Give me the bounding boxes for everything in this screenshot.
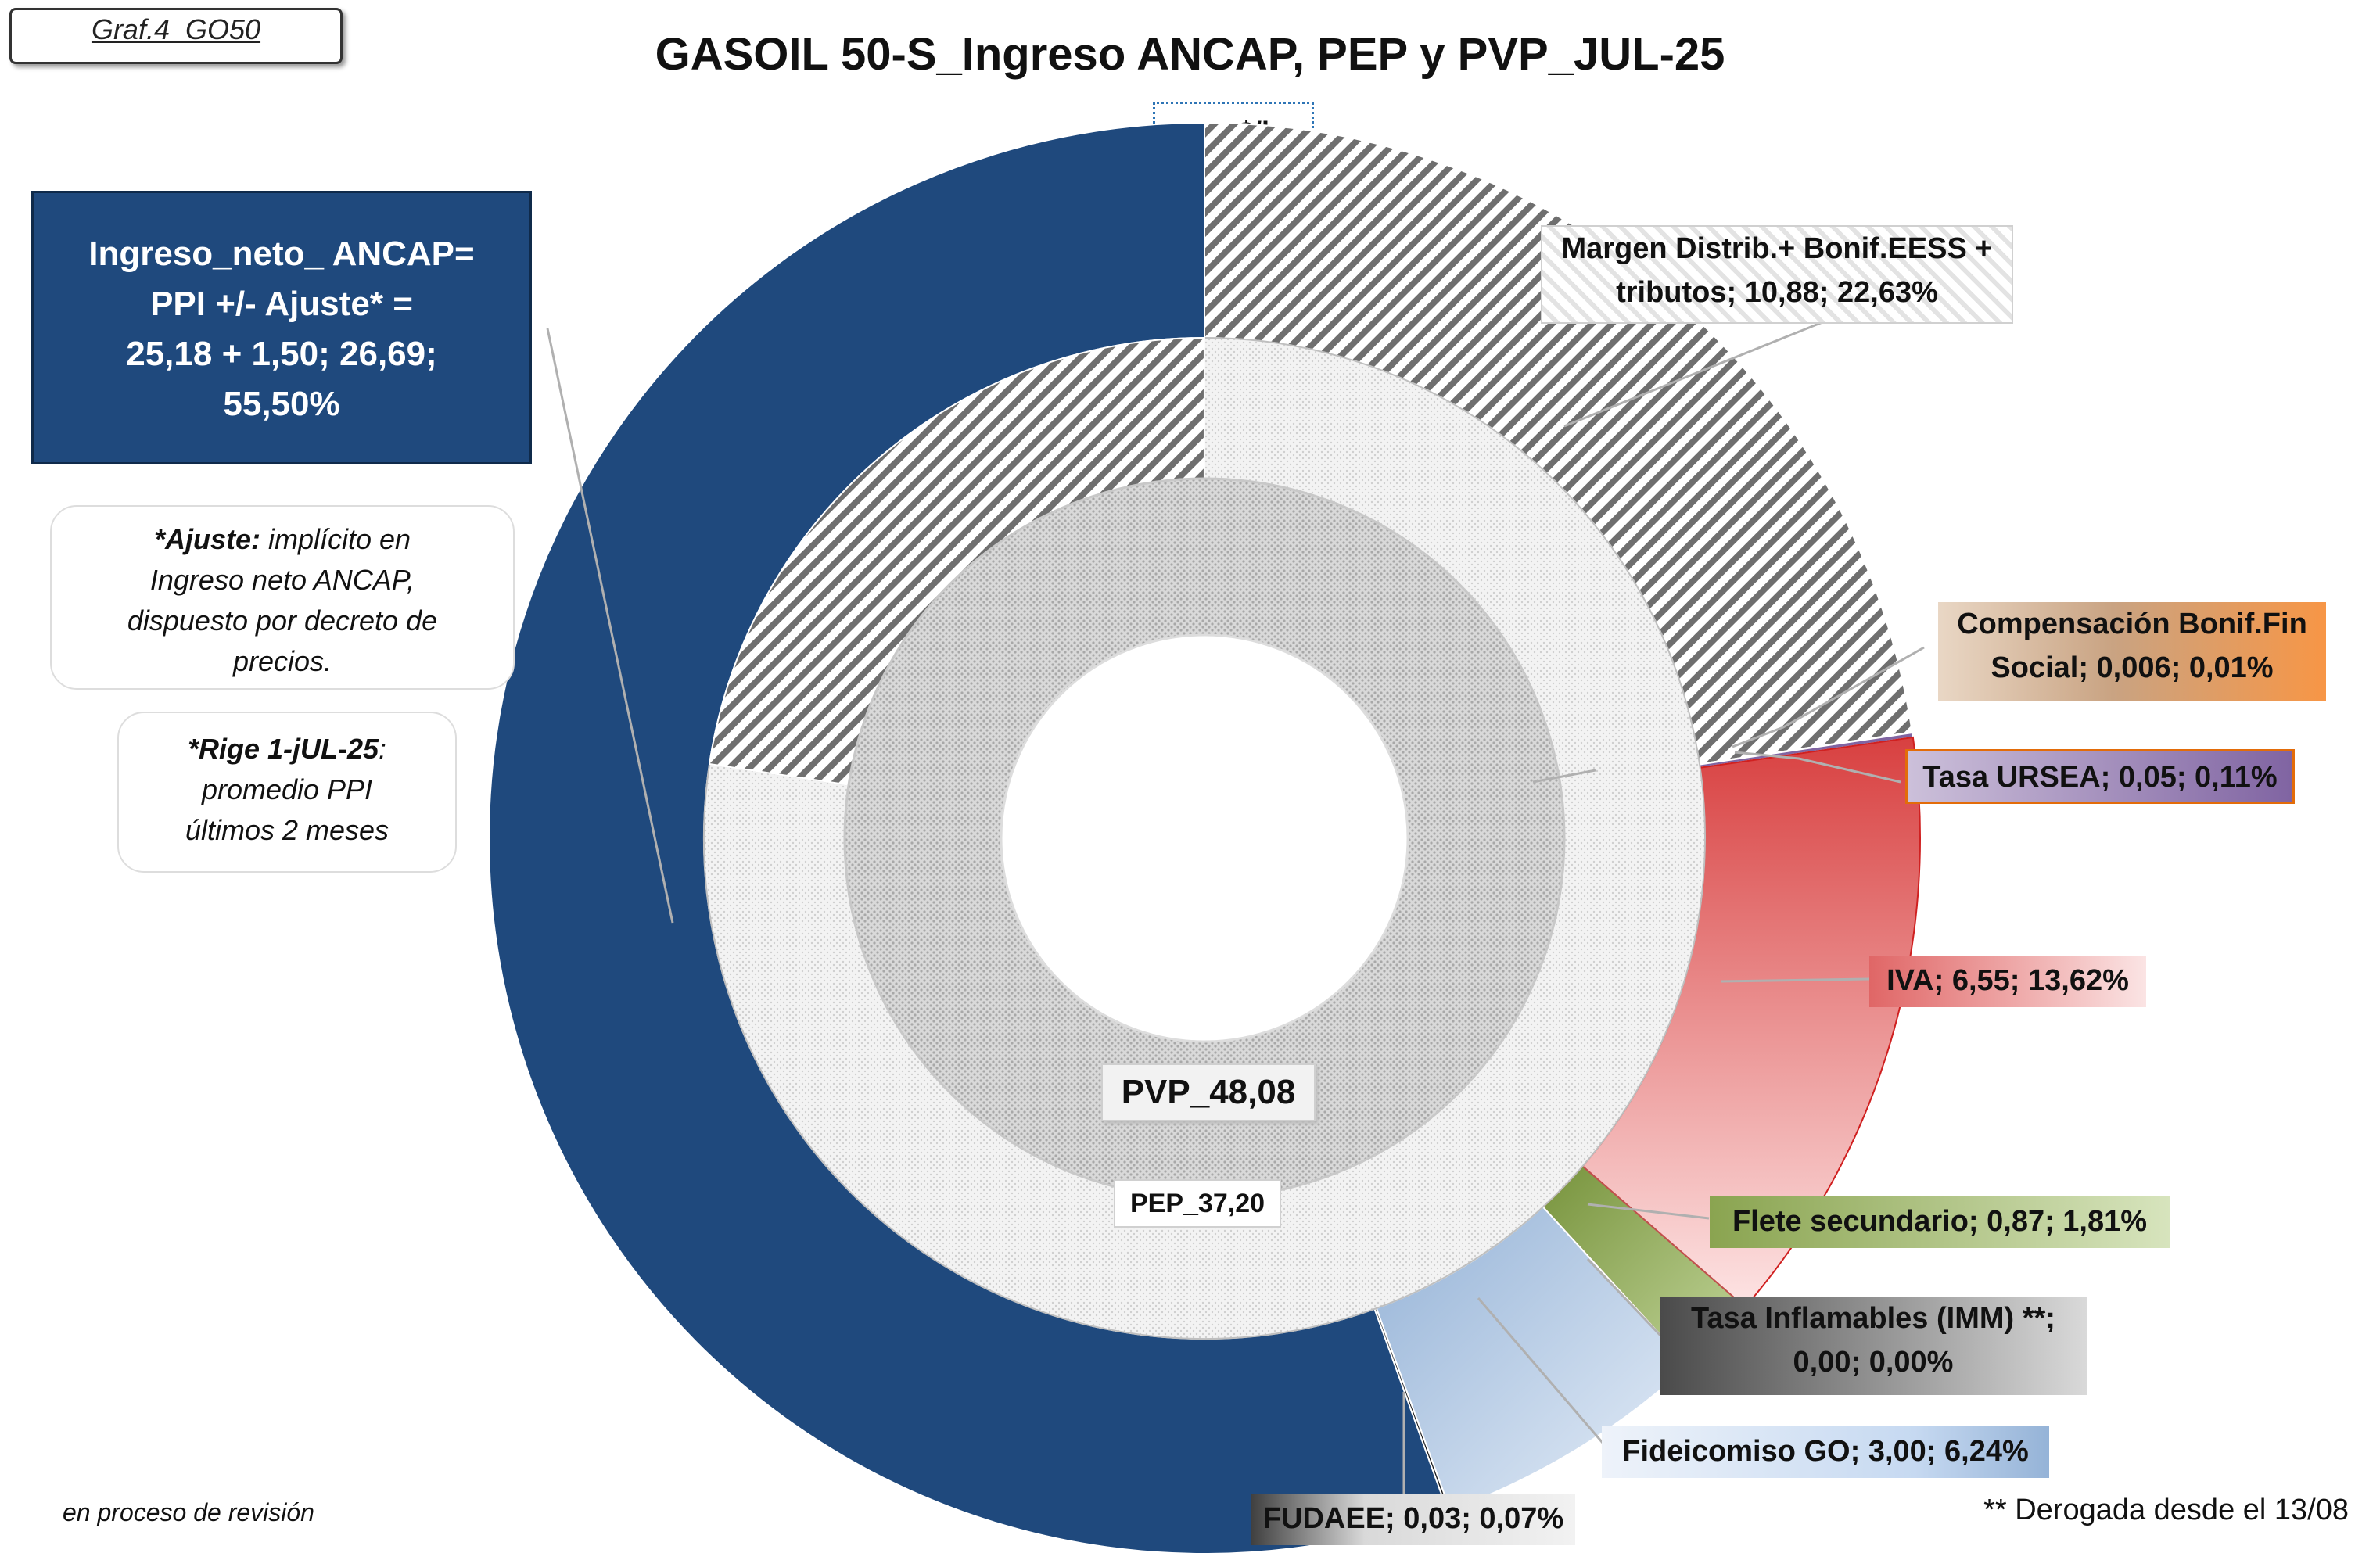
ancap-line3: 25,18 + 1,50; 26,69; [126, 335, 437, 373]
label-pvp: PVP_48,08 [1101, 1063, 1316, 1121]
note-rige-line3: últimos 2 meses [185, 814, 389, 846]
label-compensacion-line2: Social; 0,006; 0,01% [1991, 651, 2274, 684]
leader-inflamables [1586, 1257, 1664, 1339]
label-compensacion: Compensación Bonif.Fin Social; 0,006; 0,… [1938, 602, 2326, 701]
leader-ursea [1734, 751, 1901, 784]
label-margen-line2: tributos; 10,88; 22,63% [1616, 276, 1938, 309]
donut-hole [1000, 633, 1409, 1043]
label-compensacion-line1: Compensación Bonif.Fin [1957, 608, 2307, 640]
label-flete: Flete secundario; 0,87; 1,81% [1710, 1196, 2170, 1248]
note-ajuste-line3: dispuesto por decreto de [127, 604, 438, 637]
leader-fideicomiso [1477, 1297, 1609, 1449]
label-fideicomiso: Fideicomiso GO; 3,00; 6,24% [1602, 1426, 2049, 1478]
leader-iva [1720, 977, 1870, 983]
note-rige-tail: : [379, 733, 387, 765]
label-margen-line1: Margen Distrib.+ Bonif.EESS + [1561, 232, 1993, 265]
note-ajuste-bold: *Ajuste: [153, 523, 260, 555]
ancap-line4: 55,50% [223, 385, 340, 423]
leader-flete [1587, 1203, 1710, 1220]
ancap-line2: PPI +/- Ajuste* = [150, 285, 413, 323]
note-ajuste-line1: implícito en [260, 523, 411, 555]
leader-ancap [546, 328, 674, 924]
note-rige-line2: promedio PPI [201, 773, 373, 805]
label-fudaee: FUDAEE; 0,03; 0,07% [1251, 1494, 1575, 1545]
note-rige: *Rige 1-jUL-25: promedio PPI últimos 2 m… [117, 712, 457, 873]
leader-lines [546, 311, 1925, 1501]
label-ancap: Ingreso_neto_ ANCAP= PPI +/- Ajuste* = 2… [31, 191, 532, 464]
leader-pvp-inner [1532, 769, 1596, 784]
leader-compensacion [1732, 646, 1925, 748]
note-ajuste-line2: Ingreso neto ANCAP, [149, 564, 415, 596]
leader-margen [1563, 311, 1847, 428]
footer-note-left: en proceso de revisión [63, 1498, 314, 1526]
label-margen: Margen Distrib.+ Bonif.EESS + tributos; … [1541, 225, 2013, 324]
ancap-line1: Ingreso_neto_ ANCAP= [88, 235, 475, 273]
footer-note-right: ** Derogada desde el 13/08 [1983, 1494, 2349, 1526]
note-ajuste-line4: precios. [232, 645, 332, 677]
chart-tag: Graf.4_GO50 [9, 8, 343, 64]
label-inflamables-line1: Tasa Inflamables (IMM) **; [1691, 1302, 2055, 1335]
label-iva: IVA; 6,55; 13,62% [1869, 956, 2146, 1007]
note-rige-bold: *Rige 1-jUL-25 [187, 733, 379, 765]
chart-title: GASOIL 50-S_Ingreso ANCAP, PEP y PVP_JUL… [655, 29, 1725, 80]
label-inflamables: Tasa Inflamables (IMM) **; 0,00; 0,00% [1660, 1297, 2087, 1395]
label-ursea: Tasa URSEA; 0,05; 0,11% [1905, 749, 2295, 804]
note-ajuste: *Ajuste: implícito en Ingreso neto ANCAP… [50, 505, 515, 690]
label-inflamables-line2: 0,00; 0,00% [1793, 1346, 1954, 1379]
label-pep: PEP_37,20 [1114, 1179, 1281, 1228]
